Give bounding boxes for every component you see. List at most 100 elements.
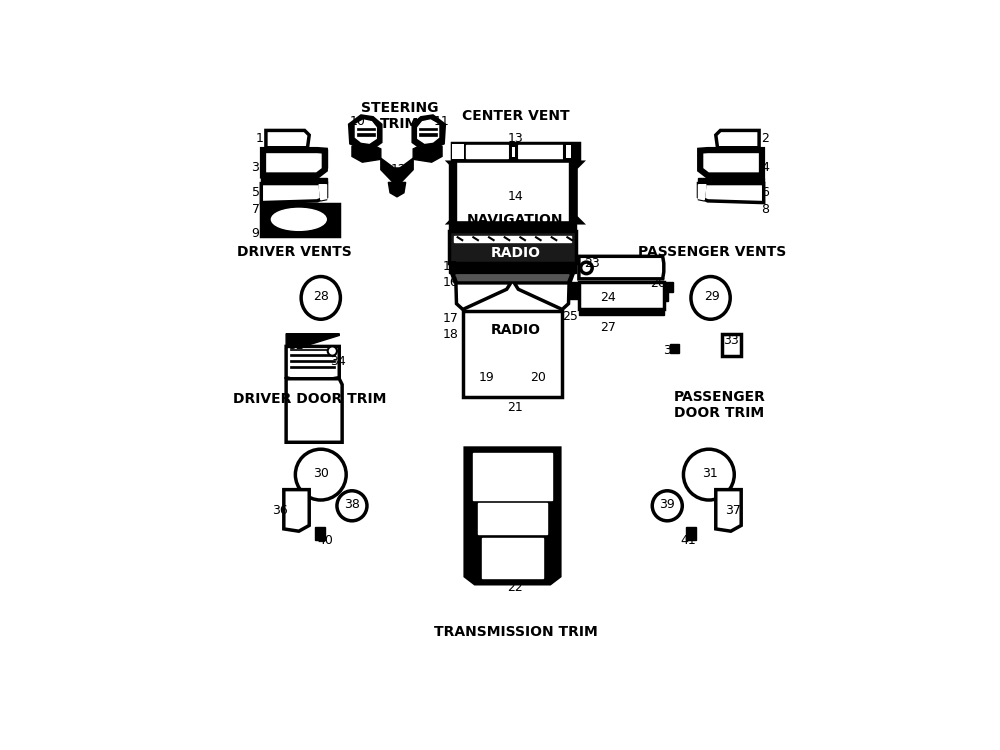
Polygon shape — [286, 379, 342, 442]
Polygon shape — [478, 503, 547, 533]
Polygon shape — [564, 144, 573, 159]
Text: 28: 28 — [313, 290, 329, 303]
Text: 2: 2 — [762, 132, 769, 145]
Text: DRIVER DOOR TRIM: DRIVER DOOR TRIM — [233, 392, 386, 406]
Text: 8: 8 — [761, 203, 769, 216]
Polygon shape — [319, 184, 327, 200]
Ellipse shape — [301, 277, 340, 320]
Text: 19: 19 — [479, 370, 494, 383]
Polygon shape — [319, 184, 327, 201]
Polygon shape — [716, 490, 741, 531]
Polygon shape — [456, 164, 575, 220]
Circle shape — [581, 262, 592, 274]
Text: 25: 25 — [562, 310, 578, 323]
Text: 22: 22 — [508, 581, 523, 594]
Text: 1: 1 — [256, 132, 263, 145]
Polygon shape — [388, 182, 406, 196]
Text: 38: 38 — [344, 498, 360, 512]
Text: 37: 37 — [725, 504, 741, 517]
Ellipse shape — [271, 209, 326, 230]
Polygon shape — [456, 283, 511, 310]
Text: 14: 14 — [508, 190, 523, 203]
Polygon shape — [352, 140, 381, 162]
Polygon shape — [350, 116, 381, 148]
Polygon shape — [449, 265, 576, 273]
Polygon shape — [290, 349, 335, 350]
Text: 26: 26 — [650, 277, 666, 290]
Polygon shape — [482, 538, 543, 578]
Text: 4: 4 — [762, 161, 769, 175]
Polygon shape — [263, 150, 325, 176]
Text: 10: 10 — [349, 116, 365, 128]
Circle shape — [295, 449, 346, 500]
Polygon shape — [452, 144, 464, 159]
Text: 17: 17 — [443, 311, 459, 325]
Text: 36: 36 — [272, 504, 288, 517]
Text: RADIO: RADIO — [490, 246, 540, 259]
Polygon shape — [357, 128, 375, 130]
Polygon shape — [449, 162, 582, 223]
Polygon shape — [463, 310, 562, 398]
Circle shape — [683, 449, 734, 500]
Text: NAVIGATION: NAVIGATION — [467, 213, 564, 227]
Polygon shape — [413, 140, 442, 162]
Text: STEERING
TRIM: STEERING TRIM — [361, 101, 439, 131]
Polygon shape — [473, 453, 552, 500]
Polygon shape — [419, 133, 437, 136]
Text: 34: 34 — [330, 355, 346, 368]
Polygon shape — [290, 355, 335, 356]
Circle shape — [337, 490, 367, 520]
Polygon shape — [569, 282, 578, 299]
Polygon shape — [698, 184, 706, 200]
Polygon shape — [400, 158, 413, 184]
Text: PASSENGER
DOOR TRIM: PASSENGER DOOR TRIM — [673, 390, 765, 420]
Polygon shape — [456, 274, 569, 280]
Text: 12: 12 — [390, 164, 406, 176]
Polygon shape — [716, 130, 759, 148]
Text: CENTER VENT: CENTER VENT — [462, 109, 569, 123]
Polygon shape — [261, 184, 327, 203]
Polygon shape — [286, 346, 339, 383]
Text: 3: 3 — [252, 161, 259, 175]
Text: 7: 7 — [252, 203, 260, 216]
Polygon shape — [698, 184, 764, 203]
Polygon shape — [315, 526, 325, 541]
Text: 24: 24 — [600, 292, 616, 304]
Polygon shape — [518, 146, 566, 158]
Polygon shape — [510, 145, 517, 159]
Polygon shape — [261, 178, 327, 182]
Circle shape — [652, 490, 682, 520]
Text: 41: 41 — [681, 534, 697, 547]
Polygon shape — [722, 334, 741, 356]
Text: 15: 15 — [443, 260, 459, 273]
Text: 31: 31 — [702, 467, 718, 480]
Text: 33: 33 — [723, 334, 739, 347]
Text: RADIO: RADIO — [490, 322, 540, 337]
Text: 29: 29 — [704, 290, 720, 303]
Polygon shape — [514, 283, 569, 310]
Text: DRIVER VENTS: DRIVER VENTS — [237, 244, 352, 259]
Polygon shape — [454, 236, 571, 242]
Polygon shape — [284, 490, 309, 531]
Polygon shape — [449, 231, 576, 263]
Polygon shape — [452, 144, 462, 159]
Polygon shape — [454, 146, 461, 158]
Text: 35: 35 — [663, 344, 679, 357]
Circle shape — [328, 346, 337, 355]
Text: 23: 23 — [584, 256, 600, 270]
Polygon shape — [465, 448, 560, 584]
Text: 18: 18 — [443, 328, 459, 340]
Polygon shape — [449, 224, 576, 230]
Polygon shape — [290, 360, 335, 362]
Polygon shape — [449, 162, 456, 223]
Polygon shape — [698, 178, 764, 182]
Polygon shape — [700, 150, 762, 176]
Ellipse shape — [691, 277, 730, 320]
Text: 16: 16 — [443, 277, 459, 290]
Polygon shape — [686, 526, 696, 541]
Text: 11: 11 — [434, 116, 450, 128]
Polygon shape — [579, 282, 664, 310]
Polygon shape — [419, 128, 437, 130]
Text: 13: 13 — [508, 132, 523, 145]
Text: 21: 21 — [508, 400, 523, 413]
